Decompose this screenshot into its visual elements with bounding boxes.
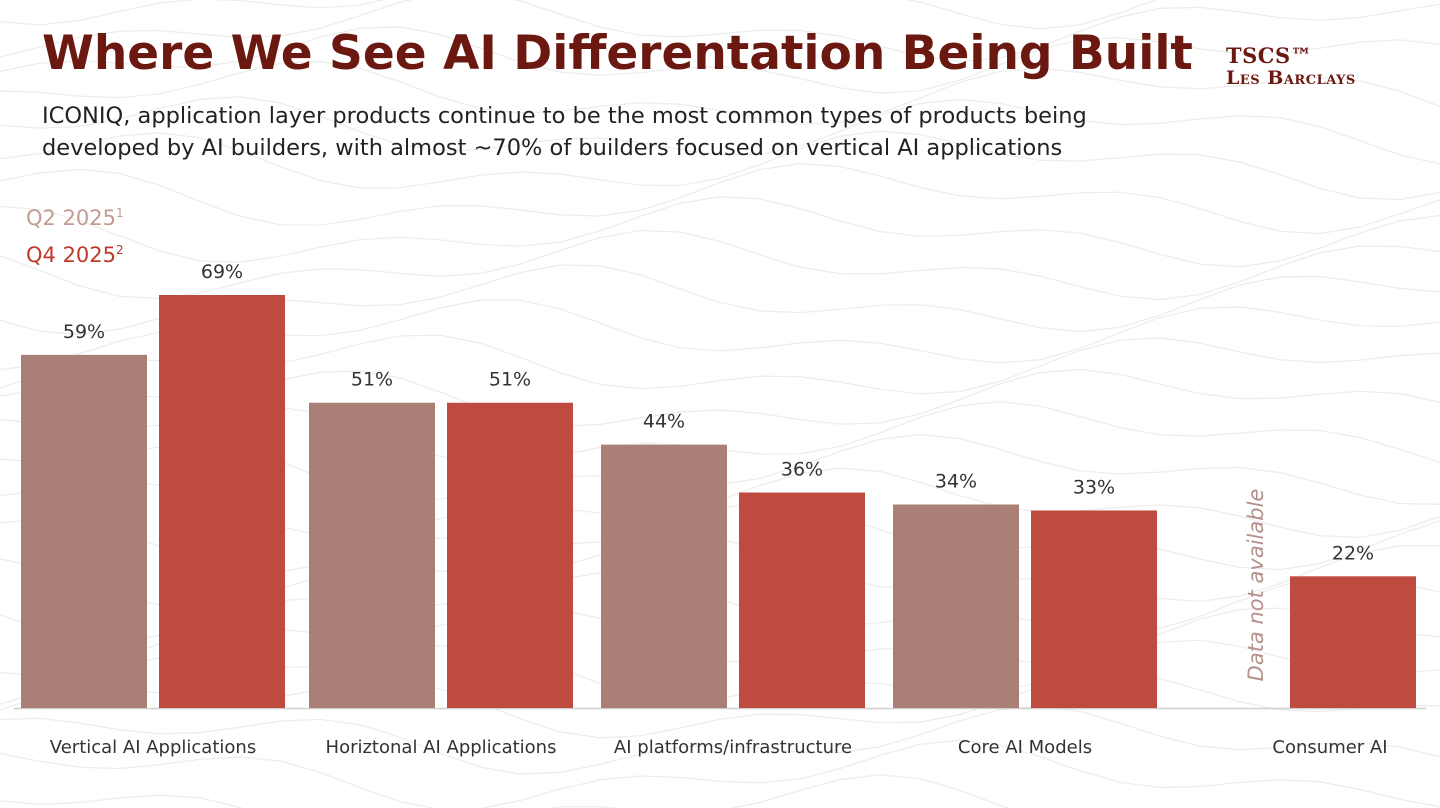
page-subtitle: ICONIQ, application layer products conti… [42, 103, 1087, 161]
data-label-q2-2: 44% [643, 411, 685, 433]
bar-q2-2 [601, 444, 727, 708]
page-title: Where We See AI Differentation Being Bui… [42, 26, 1193, 81]
data-label-q2-3: 34% [935, 470, 977, 492]
contour-line [0, 774, 1011, 808]
bar-q4-3 [1031, 510, 1157, 708]
data-label-q4-2: 36% [781, 459, 823, 481]
legend-item-q2: Q2 20251 [26, 197, 124, 234]
data-label-q2-0: 59% [63, 321, 105, 343]
contour-line [0, 0, 1440, 62]
data-label-q2-1: 51% [351, 369, 393, 391]
legend-label-q4: Q4 2025 [26, 243, 117, 267]
brand-logo: TSCS™ Les Barclays [1226, 44, 1356, 90]
contour-line [0, 739, 1440, 808]
bar-q4-4 [1290, 576, 1416, 708]
data-label-q4-4: 22% [1332, 542, 1374, 564]
contour-line [0, 130, 1440, 201]
bar-q2-3 [893, 504, 1019, 708]
category-label-3: Core AI Models [958, 737, 1092, 758]
brand-line-2: Les Barclays [1226, 67, 1356, 89]
contour-line [0, 96, 1440, 165]
data-label-q4-1: 51% [489, 369, 531, 391]
contour-line [0, 162, 1440, 235]
contour-line [0, 26, 1440, 94]
bar-q4-1 [447, 402, 573, 708]
bar-q4-2 [739, 492, 865, 708]
bar-q4-0 [159, 295, 285, 708]
category-label-2: AI platforms/infrastructure [614, 737, 852, 758]
chart-legend: Q2 20251 Q4 20252 [26, 197, 124, 271]
data-not-available-note: Data not available [1244, 488, 1268, 682]
contour-line [0, 60, 1440, 125]
category-label-1: Horiztonal AI Applications [326, 737, 557, 758]
contour-line [0, 196, 1440, 268]
bar-q2-1 [309, 402, 435, 708]
data-label-q4-0: 69% [201, 261, 243, 283]
bar-q2-0 [21, 354, 147, 708]
contour-line [0, 229, 1440, 301]
contour-line [0, 705, 1440, 775]
brand-line-1: TSCS™ [1226, 43, 1313, 68]
legend-footnote-q4: 2 [116, 243, 124, 257]
legend-item-q4: Q4 20252 [26, 234, 124, 271]
data-label-q4-3: 33% [1073, 476, 1115, 498]
category-label-0: Vertical AI Applications [50, 737, 256, 758]
legend-footnote-q2: 1 [116, 206, 124, 220]
legend-label-q2: Q2 2025 [26, 206, 117, 230]
category-label-4: Consumer AI [1272, 737, 1387, 758]
